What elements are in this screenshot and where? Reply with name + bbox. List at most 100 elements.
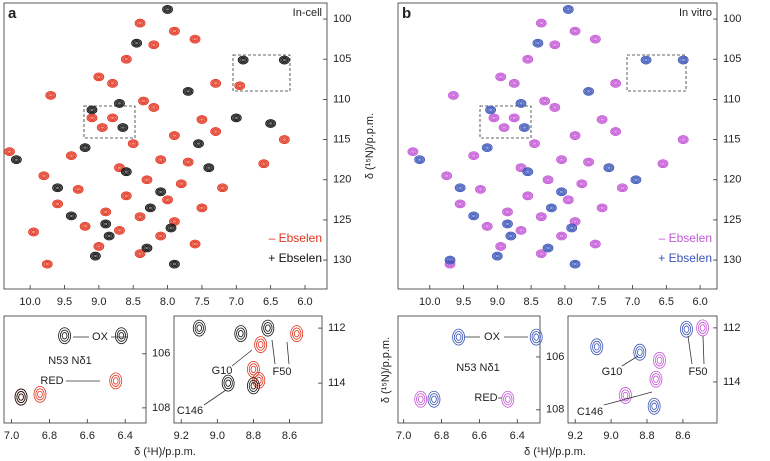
contour (237, 83, 243, 88)
x-tick-label: 6.6 (472, 430, 487, 442)
contour (151, 42, 157, 47)
peak (549, 40, 561, 50)
peak (562, 5, 574, 14)
peak (265, 119, 277, 128)
x-tick-label: 6.8 (434, 430, 449, 442)
contour (613, 129, 619, 134)
peak (414, 155, 426, 165)
peak (414, 390, 428, 408)
contour (53, 200, 62, 208)
y-tick-label: 130 (723, 254, 741, 266)
x-tick-label: 10.0 (19, 296, 40, 308)
contour (571, 260, 579, 268)
contour (172, 262, 177, 267)
peak (103, 231, 115, 241)
contour (550, 41, 559, 48)
contour (620, 389, 631, 402)
contour (82, 145, 88, 150)
contour (165, 7, 170, 12)
contour (94, 73, 103, 81)
contour (417, 157, 423, 162)
peak (495, 72, 507, 82)
legend-entry: + Ebselen (658, 251, 712, 265)
x-tick-label: 10.0 (419, 296, 440, 308)
contour (552, 105, 558, 110)
y-tick-label: 108 (152, 402, 170, 414)
contour (525, 169, 531, 174)
contour (571, 27, 579, 35)
plot-frame (3, 2, 328, 290)
peak (278, 135, 290, 144)
legend-entry: + Ebselen (268, 251, 322, 265)
contour (653, 375, 659, 383)
contour (456, 184, 465, 191)
contour (408, 148, 417, 155)
contour (586, 160, 591, 165)
x-tick-label: 8.6 (675, 430, 690, 442)
peak (498, 123, 510, 132)
annotation: G10 (212, 365, 233, 377)
x-tick-label: 9.0 (91, 296, 106, 308)
contour (114, 327, 128, 345)
legend-entry: – Ebselen (659, 231, 712, 245)
contour (447, 258, 453, 263)
contour (48, 93, 54, 98)
contour (571, 132, 579, 139)
contour (698, 321, 708, 334)
peak (107, 78, 118, 88)
contour (172, 219, 177, 224)
contour (292, 327, 302, 340)
contour (211, 128, 220, 135)
peak (515, 99, 527, 108)
peak (120, 54, 132, 64)
contour (117, 101, 122, 106)
peak (529, 328, 543, 346)
contour (564, 196, 573, 204)
contour (225, 379, 231, 387)
contour (39, 172, 48, 179)
peak (501, 390, 515, 408)
contour (415, 156, 424, 163)
contour (44, 262, 50, 267)
peak (522, 54, 534, 64)
peak (610, 78, 622, 88)
annotation: N53 Nδ1 (48, 355, 91, 367)
contour (523, 56, 532, 63)
x-tick-label: 6.0 (692, 296, 707, 308)
contour (508, 233, 514, 238)
contour (213, 81, 219, 86)
contour (280, 56, 289, 64)
annotation: OX (484, 331, 501, 343)
peak (542, 175, 554, 185)
peak (196, 203, 208, 213)
contour (564, 6, 573, 13)
contour (236, 327, 246, 340)
peak (86, 113, 98, 123)
contour (198, 116, 206, 123)
peak (203, 163, 215, 173)
contour (134, 41, 140, 46)
peak (535, 249, 547, 259)
annotation-line (702, 335, 705, 365)
x-tick-label: 6.5 (263, 296, 278, 308)
annotation-line (203, 389, 227, 406)
contour (112, 377, 119, 385)
peak (131, 38, 143, 48)
x-tick-label: 8.5 (523, 296, 538, 308)
y-tick-label: 106 (152, 348, 170, 360)
contour (250, 365, 257, 373)
x-tick-label: 8.5 (126, 296, 141, 308)
contour (572, 133, 578, 138)
contour (199, 205, 205, 210)
peak (657, 159, 669, 169)
peak (169, 217, 180, 226)
contour (618, 184, 627, 191)
peak (45, 90, 57, 100)
peak (38, 171, 50, 181)
contour (592, 37, 598, 42)
peak (58, 327, 71, 345)
contour (46, 92, 55, 99)
peak (518, 123, 530, 132)
peak (569, 131, 581, 140)
contour (506, 232, 515, 240)
